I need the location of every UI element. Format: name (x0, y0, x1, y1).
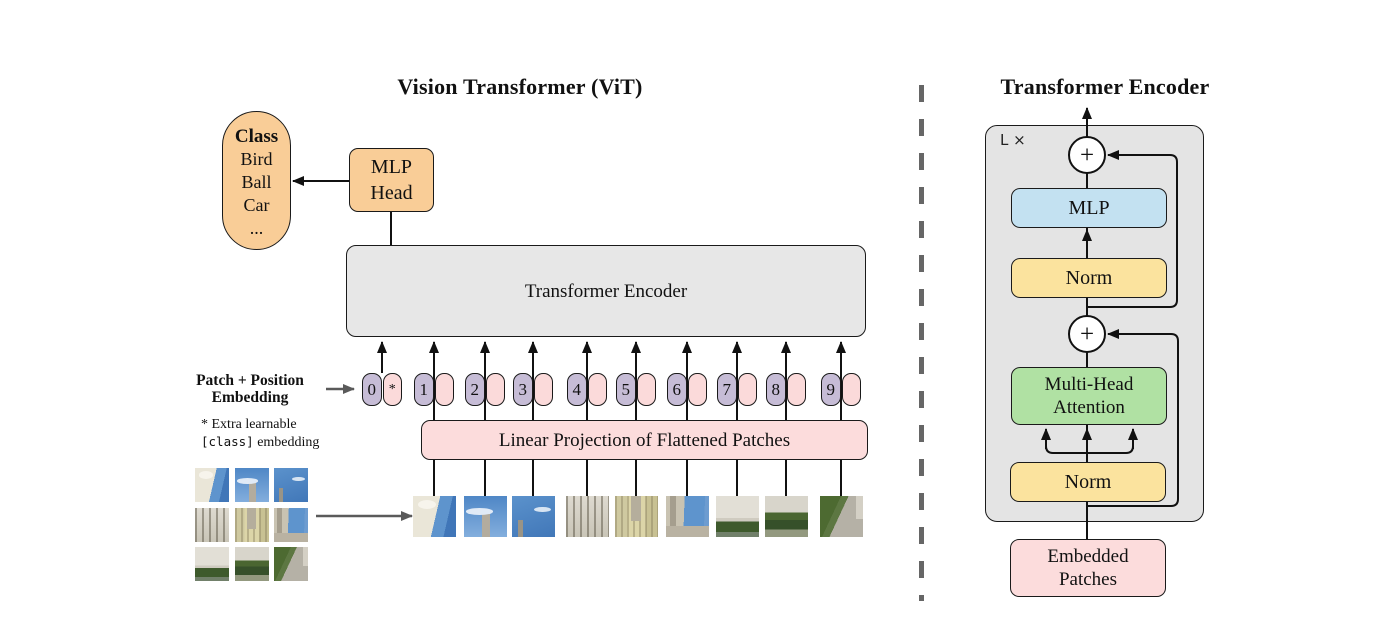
transformer-encoder-label: Transformer Encoder (524, 280, 688, 302)
position-token: 4 (567, 373, 587, 406)
position-token: 9 (821, 373, 841, 406)
mha-input-bracket (1045, 441, 1134, 454)
token-pair: 2 (465, 373, 505, 406)
image-patch (412, 496, 456, 537)
mha-line1: Multi-Head (1044, 374, 1134, 395)
token-pair: 1 (414, 373, 454, 406)
token-pair: 9 (821, 373, 861, 406)
norm-label: Norm (1065, 267, 1113, 289)
token-pair: 7 (717, 373, 757, 406)
source-grid-cell (274, 547, 308, 581)
patch-token (737, 373, 757, 406)
residual-add-bottom: + (1068, 315, 1106, 353)
image-patch (565, 496, 609, 537)
source-grid-cell (274, 507, 308, 542)
left-title: Vision Transformer (ViT) (397, 74, 643, 99)
residual-upper (1087, 150, 1178, 308)
class-heading: Class (234, 126, 279, 147)
token-pair: 3 (513, 373, 553, 406)
note-rest: embedding (253, 434, 320, 450)
linear-projection-label: Linear Projection of Flattened Patches (498, 429, 791, 451)
token-pair: 0 * (362, 373, 402, 406)
note-line1: * Extra learnable (201, 417, 297, 432)
image-patch (614, 496, 658, 537)
image-patch (665, 496, 709, 537)
patch-token (434, 373, 454, 406)
embedded-patches-box: Embedded Patches (1010, 539, 1166, 597)
token-pair: 4 (567, 373, 607, 406)
patch-token (841, 373, 861, 406)
note-code: [class] (201, 433, 254, 449)
mlp-head-box: MLP Head (349, 148, 434, 212)
plus-icon: + (1079, 320, 1095, 348)
embedded-line2: Patches (1058, 569, 1118, 590)
embedded-line1: Embedded (1047, 546, 1129, 567)
loop-count-label: L × (1000, 131, 1026, 149)
mha-line2: Attention (1053, 397, 1125, 418)
source-grid-cell (234, 468, 269, 502)
image-patch (511, 496, 555, 537)
token-pair: 6 (667, 373, 707, 406)
norm-box-bottom: Norm (1010, 462, 1166, 502)
patch-token (587, 373, 607, 406)
source-grid-cell (195, 468, 229, 502)
patch-token (687, 373, 707, 406)
class-output-oval: Class Bird Ball Car ... (222, 111, 291, 250)
patch-token: * (382, 373, 402, 406)
linear-projection-box: Linear Projection of Flattened Patches (421, 420, 868, 460)
mlp-head-line1: MLP (370, 156, 413, 178)
plus-icon: + (1079, 141, 1095, 169)
mlp-box: MLP (1011, 188, 1167, 228)
class-token-note: * Extra learnable [class] embedding (201, 417, 361, 451)
position-token: 0 (362, 373, 382, 406)
patch-position-label: Patch + Position Embedding (178, 372, 322, 406)
residual-add-top: + (1068, 136, 1106, 174)
position-token: 7 (717, 373, 737, 406)
source-grid-cell (234, 547, 269, 581)
class-item: Ball (241, 172, 272, 192)
position-token: 3 (513, 373, 533, 406)
class-item: Car (243, 195, 270, 215)
norm-box-top: Norm (1011, 258, 1167, 298)
norm-label: Norm (1064, 471, 1112, 493)
image-patch (819, 496, 863, 537)
source-grid-cell (234, 507, 269, 542)
mlp-head-line2: Head (370, 182, 413, 204)
transformer-encoder-box: Transformer Encoder (346, 245, 866, 337)
patch-position-line2: Embedding (211, 389, 289, 406)
patch-position-line1: Patch + Position (196, 372, 304, 389)
dashed-divider (919, 85, 924, 601)
patch-token (485, 373, 505, 406)
source-grid-cell (195, 547, 229, 581)
patch-token (636, 373, 656, 406)
residual-lower (1087, 329, 1179, 507)
position-token: 2 (465, 373, 485, 406)
position-token: 5 (616, 373, 636, 406)
image-patch (715, 496, 759, 537)
source-grid-cell (195, 507, 229, 542)
image-patch (764, 496, 808, 537)
token-pair: 8 (766, 373, 806, 406)
mlp-label: MLP (1068, 197, 1110, 219)
class-item: Bird (240, 149, 273, 169)
position-token: 1 (414, 373, 434, 406)
position-token: 6 (667, 373, 687, 406)
note-line2: [class] embedding (201, 434, 361, 452)
patch-token (786, 373, 806, 406)
source-grid-cell (274, 468, 308, 502)
image-patch (463, 496, 507, 537)
class-item: ... (249, 218, 264, 238)
position-token: 8 (766, 373, 786, 406)
multi-head-attention-box: Multi-Head Attention (1011, 367, 1167, 425)
patch-token (533, 373, 553, 406)
right-title: Transformer Encoder (1000, 74, 1210, 99)
token-pair: 5 (616, 373, 656, 406)
